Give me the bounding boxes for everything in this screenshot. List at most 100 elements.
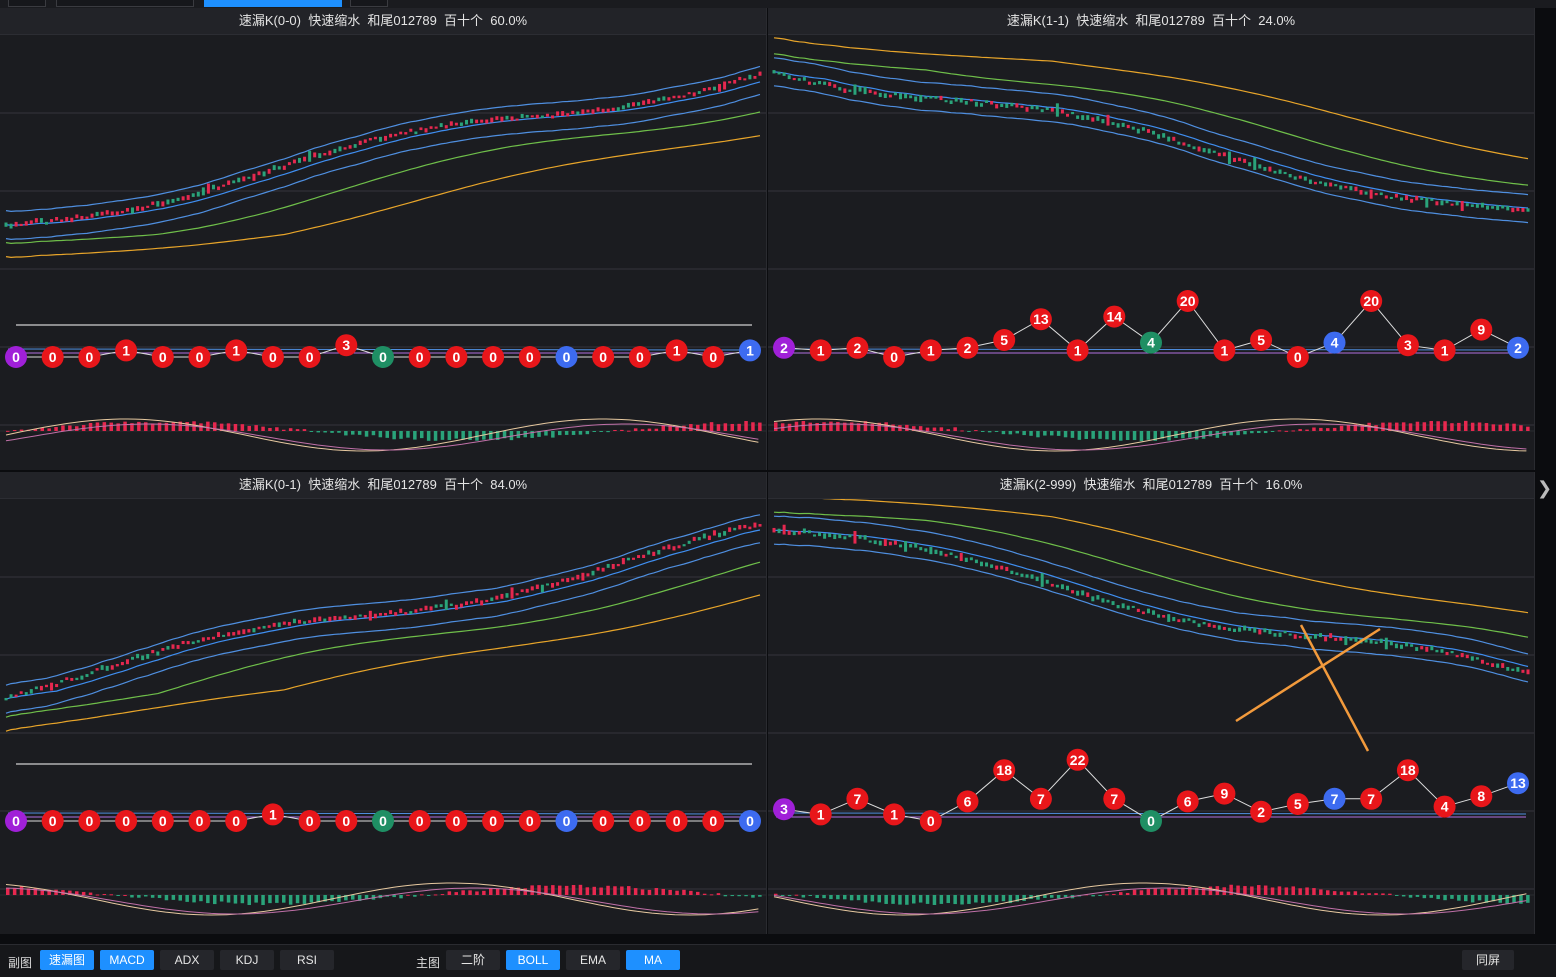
same-screen-button[interactable]: 同屏 — [1462, 950, 1514, 970]
speed-bubble-circle — [225, 339, 248, 362]
candle — [156, 201, 160, 207]
macd-bar — [1512, 895, 1516, 903]
candle — [131, 207, 135, 214]
speed-bubble-circle — [518, 346, 541, 368]
macd-bar — [1029, 431, 1033, 436]
macd-bar — [461, 431, 465, 440]
speed-bubble-circle — [1470, 318, 1493, 341]
sub-btn-kdj[interactable]: KDJ — [220, 950, 274, 970]
candle — [120, 210, 124, 214]
candle — [985, 562, 989, 567]
top-tab-partial-2[interactable] — [56, 0, 194, 7]
macd-bar — [61, 425, 65, 431]
speed-bubble-label: 0 — [526, 349, 534, 365]
speed-bubble-circle — [1103, 305, 1126, 328]
candle — [201, 637, 205, 642]
macd-bar — [1353, 424, 1358, 431]
top-tab-partial-4[interactable] — [350, 0, 388, 7]
candle — [738, 525, 742, 530]
boll-mid-line — [5, 529, 761, 700]
macd-bar — [829, 895, 833, 900]
candle — [596, 107, 600, 112]
ma-line — [773, 53, 1529, 186]
macd-bar — [1098, 895, 1102, 896]
macd-bar — [558, 431, 562, 436]
candle — [378, 612, 382, 616]
macd-bar — [1443, 421, 1447, 431]
candle — [1020, 105, 1024, 108]
macd-bar — [606, 885, 610, 895]
candle — [792, 531, 796, 536]
macd-bar — [447, 891, 452, 895]
macd-bar — [668, 424, 672, 431]
speed-bubble-label: 5 — [1294, 796, 1302, 812]
sub-btn-speedchart[interactable]: 速漏图 — [40, 950, 94, 970]
candle — [586, 109, 590, 113]
candle — [1136, 608, 1140, 612]
macd-bar — [371, 431, 376, 436]
macd-bar — [946, 895, 950, 904]
main-btn-second-order[interactable]: 二阶 — [446, 950, 500, 970]
macd-bar — [406, 894, 410, 896]
candle — [944, 100, 948, 103]
candle — [1192, 146, 1196, 150]
candle — [368, 610, 372, 621]
candle — [424, 605, 428, 611]
candle — [353, 615, 357, 620]
candle — [252, 628, 256, 633]
macd-bar — [1429, 895, 1433, 898]
candle — [787, 530, 791, 535]
speed-bubble-label: 0 — [1147, 813, 1155, 829]
candle — [434, 604, 438, 608]
candle — [662, 546, 666, 550]
candle — [954, 97, 958, 102]
candle — [1379, 638, 1383, 643]
candle — [621, 105, 625, 110]
macd-bar — [12, 887, 17, 895]
top-tab-partial-active[interactable] — [204, 0, 342, 7]
candle — [1116, 605, 1120, 609]
speed-bubble-label: 0 — [599, 813, 607, 829]
candle — [1060, 109, 1064, 114]
sub-btn-adx[interactable]: ADX — [160, 950, 214, 970]
candle — [1308, 636, 1312, 639]
top-tab-partial-1[interactable] — [8, 0, 46, 7]
speed-bubble: 2 — [846, 336, 869, 359]
candle — [409, 128, 413, 132]
chevron-right-icon[interactable]: ❯ — [1537, 478, 1553, 498]
candle — [328, 616, 332, 622]
candle — [777, 71, 781, 75]
candle — [1354, 637, 1358, 642]
candle — [520, 589, 524, 593]
candle — [166, 646, 170, 650]
macd-bar — [1167, 431, 1171, 441]
macd-bar — [709, 422, 714, 431]
sub-btn-macd[interactable]: MACD — [100, 950, 154, 970]
macd-bar — [633, 888, 638, 895]
speed-bubble-circle — [115, 810, 138, 832]
ma-long-line — [5, 594, 761, 732]
speed-bubble-circle — [919, 339, 942, 362]
candle — [303, 621, 307, 624]
candle — [1081, 590, 1085, 596]
main-btn-ema[interactable]: EMA — [566, 950, 620, 970]
speed-bubble: 3 — [1396, 334, 1419, 357]
candle — [1268, 629, 1272, 635]
candle — [838, 534, 842, 539]
candle — [409, 611, 413, 614]
candle — [868, 540, 872, 543]
main-btn-boll[interactable]: BOLL — [506, 950, 560, 970]
macd-bar — [751, 895, 755, 898]
candle — [1480, 659, 1484, 664]
speed-bubble-label: 0 — [636, 813, 644, 829]
macd-bar — [932, 427, 937, 431]
candle — [485, 119, 489, 124]
sub-btn-rsi[interactable]: RSI — [280, 950, 334, 970]
candle — [454, 604, 458, 610]
speed-bubble-circle — [115, 339, 138, 362]
candle — [1455, 201, 1459, 206]
candle — [1238, 627, 1242, 632]
macd-bar — [1346, 891, 1351, 895]
main-btn-ma[interactable]: MA — [626, 950, 680, 970]
speed-bubble-circle — [1507, 772, 1529, 795]
